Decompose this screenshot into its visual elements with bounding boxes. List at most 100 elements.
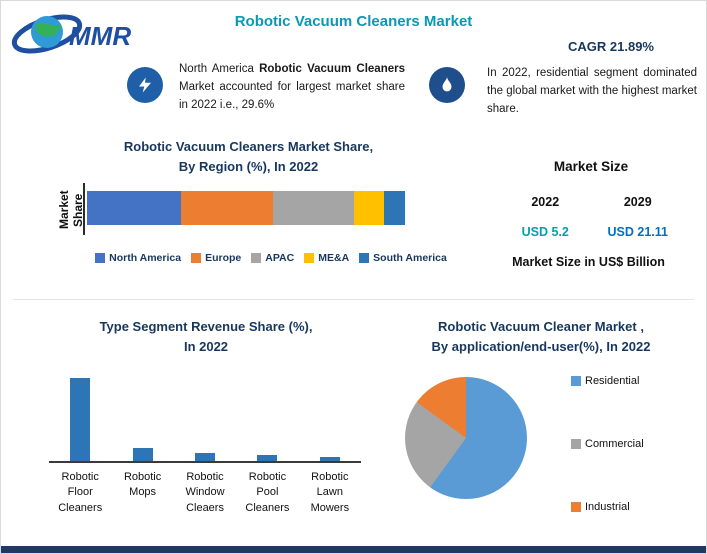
bar-column (49, 363, 111, 461)
region-chart-title: Robotic Vacuum Cleaners Market Share, By… (76, 137, 421, 176)
left-highlight-prefix: North America (179, 63, 260, 75)
market-size-title: Market Size (553, 159, 629, 174)
page-title: Robotic Vacuum Cleaners Market (234, 13, 473, 30)
right-highlight-text: In 2022, residential segment dominated t… (487, 67, 697, 115)
bar-category-label: Robotic Floor Cleaners (49, 470, 111, 516)
region-bar-segment-me-a (354, 191, 385, 225)
region-chart-title-line1: Robotic Vacuum Cleaners Market Share, (123, 139, 374, 154)
market-size-footer: Market Size in US$ Billion (512, 255, 665, 269)
market-size-value: USD 21.11 (607, 225, 668, 239)
type-chart-title: Type Segment Revenue Share (%), In 2022 (56, 317, 356, 356)
bar-category-label-line: Lawn (316, 486, 343, 499)
bar-category-label-line: Cleaners (245, 501, 290, 514)
bar-column (174, 363, 236, 461)
type-chart-title-line2: In 2022 (183, 338, 229, 354)
legend-label: Europe (205, 252, 242, 264)
lightning-bolt-glyph (139, 77, 151, 93)
bar-column (111, 363, 173, 461)
legend-label: ME&A (318, 252, 350, 264)
region-y-axis-line (83, 183, 85, 235)
region-bar-segment-south-america (384, 191, 405, 225)
bar-category-label-line: Floor (67, 486, 93, 499)
legend-item: APAC (251, 252, 294, 264)
bar-category-label-line: Robotic (248, 471, 287, 483)
market-size-values: USD 5.2 USD 21.11 (499, 225, 684, 239)
bar-category-label-line: Robotic (123, 471, 162, 483)
bar (195, 453, 216, 461)
legend-label: Industrial (585, 501, 630, 513)
legend-swatch (571, 376, 581, 386)
bar-category-label-line: Cleaers (186, 501, 224, 514)
flame-path (442, 76, 452, 92)
left-highlight-text: North America Robotic Vacuum Cleaners Ma… (179, 61, 405, 114)
bar-category-label: Robotic Pool Cleaners (236, 470, 298, 516)
legend-item: Europe (191, 252, 241, 264)
bar-column (299, 363, 361, 461)
legend-item: South America (359, 252, 447, 264)
type-labels: Robotic Floor Cleaners Robotic Mops Robotic Wi… (49, 470, 361, 516)
bar-category-label: Robotic Lawn Mowers (299, 470, 361, 516)
market-size-year: 2022 (531, 195, 560, 209)
logo-text: MMR (69, 21, 131, 51)
application-pie (405, 377, 527, 499)
bar-category-label-line: Window (185, 486, 225, 499)
bar (319, 457, 340, 461)
mmr-logo: MMR (11, 14, 131, 54)
region-bar-segment-europe (181, 191, 274, 225)
market-size-year: 2029 (623, 195, 652, 209)
section-divider (13, 299, 694, 300)
region-y-axis-label: Market Share (57, 190, 85, 230)
bar-category-label-line: Mowers (310, 501, 350, 514)
legend-label: South America (373, 252, 447, 264)
globe-land (35, 22, 61, 37)
bar (132, 448, 153, 461)
region-legend: North America Europe APAC ME&A South America (71, 252, 471, 264)
region-stacked-bar (87, 191, 405, 225)
legend-swatch (304, 253, 315, 263)
legend-swatch (571, 502, 581, 512)
legend-item: ME&A (304, 252, 349, 264)
application-legend: Residential Commercial Industrial (571, 375, 644, 513)
legend-swatch (359, 253, 370, 263)
legend-swatch (95, 253, 106, 263)
bar-category-label-line: Robotic (61, 471, 99, 483)
application-chart-title: Robotic Vacuum Cleaner Market , By appli… (386, 317, 696, 356)
bar-category-label-line: Robotic (186, 471, 224, 483)
legend-label: Residential (585, 375, 640, 387)
market-size-years: 2022 2029 (499, 195, 684, 209)
legend-item: North America (95, 252, 181, 264)
type-bars (49, 363, 361, 463)
flame-icon (429, 67, 465, 103)
bar-category-label: Robotic Mops (111, 470, 173, 516)
left-highlight-suffix: Market accounted for largest market shar… (179, 80, 405, 111)
region-bar-segment-north-america (87, 191, 182, 225)
legend-swatch (571, 439, 581, 449)
flame-glyph (442, 76, 452, 92)
left-highlight-bold: Robotic Vacuum Cleaners (259, 63, 405, 75)
region-bar-segment-apac (273, 191, 355, 225)
cagr-value: CAGR 21.89% (568, 39, 654, 54)
bar-category-label-line: Cleaners (58, 501, 103, 514)
lightning-icon (127, 67, 163, 103)
legend-label: North America (109, 252, 182, 264)
type-chart-title-line1: Type Segment Revenue Share (%), (99, 319, 313, 334)
bar-column (236, 363, 298, 461)
application-chart-title-line1: Robotic Vacuum Cleaner Market , (438, 319, 644, 334)
bar-category-label-line: Pool (256, 486, 279, 499)
bar-category-label-line: Robotic (311, 471, 349, 483)
legend-swatch (191, 253, 202, 263)
legend-label: APAC (265, 252, 295, 264)
bar-category-label-line: Mops (129, 486, 157, 499)
market-size-value: USD 5.2 (521, 225, 569, 239)
lightning-bolt-path (139, 77, 151, 93)
bottom-accent-bar (1, 546, 706, 553)
bar (70, 377, 91, 461)
legend-item: Commercial (571, 438, 644, 450)
region-chart-title-line2: By Region (%), In 2022 (178, 158, 319, 174)
bar-category-label: Robotic Window Cleaers (174, 470, 236, 516)
legend-swatch (251, 253, 262, 263)
legend-label: Commercial (585, 438, 644, 450)
application-chart-title-line2: By application/end-user(%), In 2022 (431, 338, 651, 354)
legend-item: Residential (571, 375, 644, 387)
